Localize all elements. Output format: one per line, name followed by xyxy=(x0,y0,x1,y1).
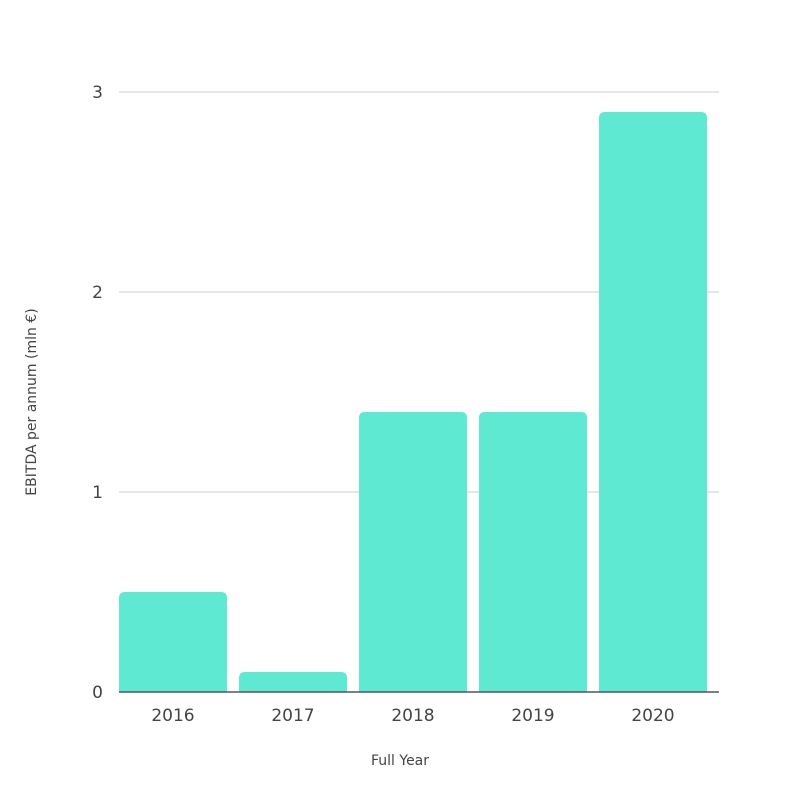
bar-2020 xyxy=(599,112,707,692)
x-axis-title: Full Year xyxy=(371,753,429,769)
x-tick-label: 2020 xyxy=(631,706,674,726)
x-tick-label: 2016 xyxy=(151,706,194,726)
y-tick-label: 3 xyxy=(92,83,103,103)
axes: 0 1 2 3 2016 2017 2018 2019 2020 xyxy=(92,83,719,726)
y-tick-label: 1 xyxy=(92,483,103,503)
y-axis-title: EBITDA per annum (mln €) xyxy=(24,308,40,495)
bar-2016 xyxy=(119,592,227,692)
y-tick-label: 2 xyxy=(92,283,103,303)
bar-2017 xyxy=(239,672,347,692)
bars xyxy=(119,112,707,692)
bar-2019 xyxy=(479,412,587,692)
bar-2018 xyxy=(359,412,467,692)
x-tick-label: 2019 xyxy=(511,706,554,726)
y-tick-label: 0 xyxy=(92,683,103,703)
x-tick-label: 2017 xyxy=(271,706,314,726)
x-tick-label: 2018 xyxy=(391,706,434,726)
